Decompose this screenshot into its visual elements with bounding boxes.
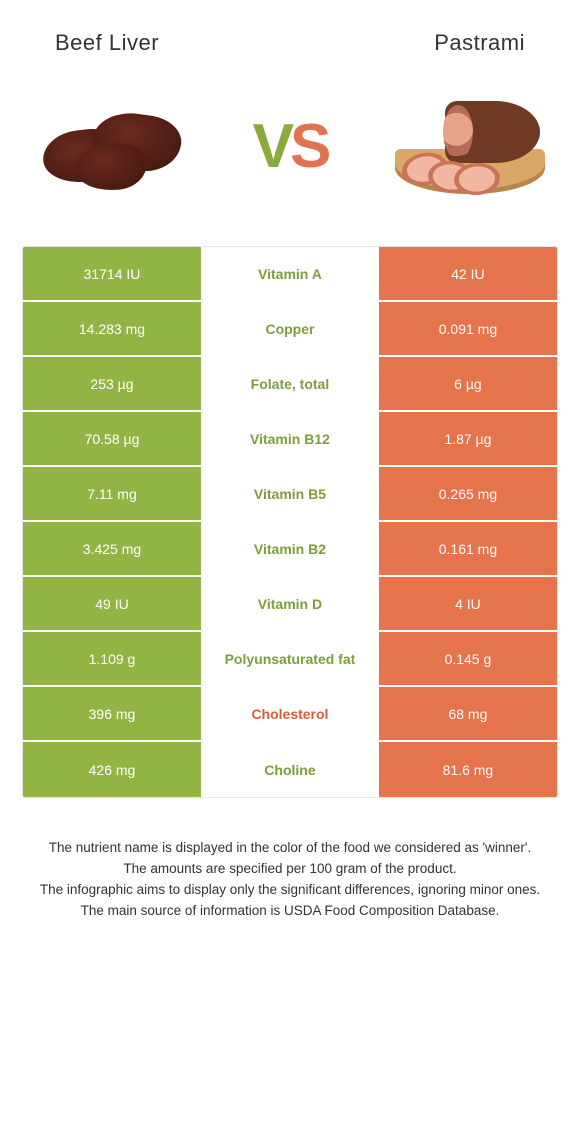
value-right: 0.145 g [379, 632, 557, 685]
footer-line: The infographic aims to display only the… [28, 880, 552, 901]
value-left: 31714 IU [23, 247, 201, 300]
footer-line: The nutrient name is displayed in the co… [28, 838, 552, 859]
liver-illustration [35, 96, 185, 196]
value-right: 81.6 mg [379, 742, 557, 797]
vs-s: S [290, 112, 327, 181]
table-row: 426 mgCholine81.6 mg [23, 742, 557, 797]
food-image-left [30, 86, 190, 206]
footer-line: The main source of information is USDA F… [28, 901, 552, 922]
table-row: 70.58 µgVitamin B121.87 µg [23, 412, 557, 467]
value-left: 1.109 g [23, 632, 201, 685]
title-right: Pastrami [434, 30, 525, 56]
title-left: Beef Liver [55, 30, 159, 56]
table-row: 3.425 mgVitamin B20.161 mg [23, 522, 557, 577]
footer-line: The amounts are specified per 100 gram o… [28, 859, 552, 880]
nutrient-name: Copper [201, 302, 379, 355]
nutrient-name: Cholesterol [201, 687, 379, 740]
nutrient-name: Vitamin B2 [201, 522, 379, 575]
nutrient-name: Choline [201, 742, 379, 797]
pastrami-illustration [390, 91, 550, 201]
table-row: 14.283 mgCopper0.091 mg [23, 302, 557, 357]
table-row: 49 IUVitamin D4 IU [23, 577, 557, 632]
footer-notes: The nutrient name is displayed in the co… [0, 798, 580, 922]
header: Beef Liver Pastrami [0, 0, 580, 66]
nutrient-name: Vitamin B5 [201, 467, 379, 520]
value-left: 70.58 µg [23, 412, 201, 465]
value-left: 253 µg [23, 357, 201, 410]
value-left: 426 mg [23, 742, 201, 797]
nutrient-name: Vitamin A [201, 247, 379, 300]
value-right: 4 IU [379, 577, 557, 630]
value-left: 7.11 mg [23, 467, 201, 520]
value-right: 0.161 mg [379, 522, 557, 575]
value-left: 3.425 mg [23, 522, 201, 575]
value-right: 6 µg [379, 357, 557, 410]
value-right: 1.87 µg [379, 412, 557, 465]
value-right: 0.091 mg [379, 302, 557, 355]
table-row: 31714 IUVitamin A42 IU [23, 247, 557, 302]
nutrient-name: Vitamin D [201, 577, 379, 630]
table-row: 253 µgFolate, total6 µg [23, 357, 557, 412]
value-left: 396 mg [23, 687, 201, 740]
value-left: 49 IU [23, 577, 201, 630]
vs-label: VS [253, 111, 328, 182]
nutrient-name: Vitamin B12 [201, 412, 379, 465]
value-left: 14.283 mg [23, 302, 201, 355]
value-right: 68 mg [379, 687, 557, 740]
table-row: 396 mgCholesterol68 mg [23, 687, 557, 742]
value-right: 0.265 mg [379, 467, 557, 520]
table-row: 7.11 mgVitamin B50.265 mg [23, 467, 557, 522]
comparison-table: 31714 IUVitamin A42 IU14.283 mgCopper0.0… [22, 246, 558, 798]
table-row: 1.109 gPolyunsaturated fat0.145 g [23, 632, 557, 687]
vs-v: V [253, 112, 290, 181]
vs-row: VS [0, 66, 580, 246]
nutrient-name: Polyunsaturated fat [201, 632, 379, 685]
value-right: 42 IU [379, 247, 557, 300]
nutrient-name: Folate, total [201, 357, 379, 410]
food-image-right [390, 86, 550, 206]
